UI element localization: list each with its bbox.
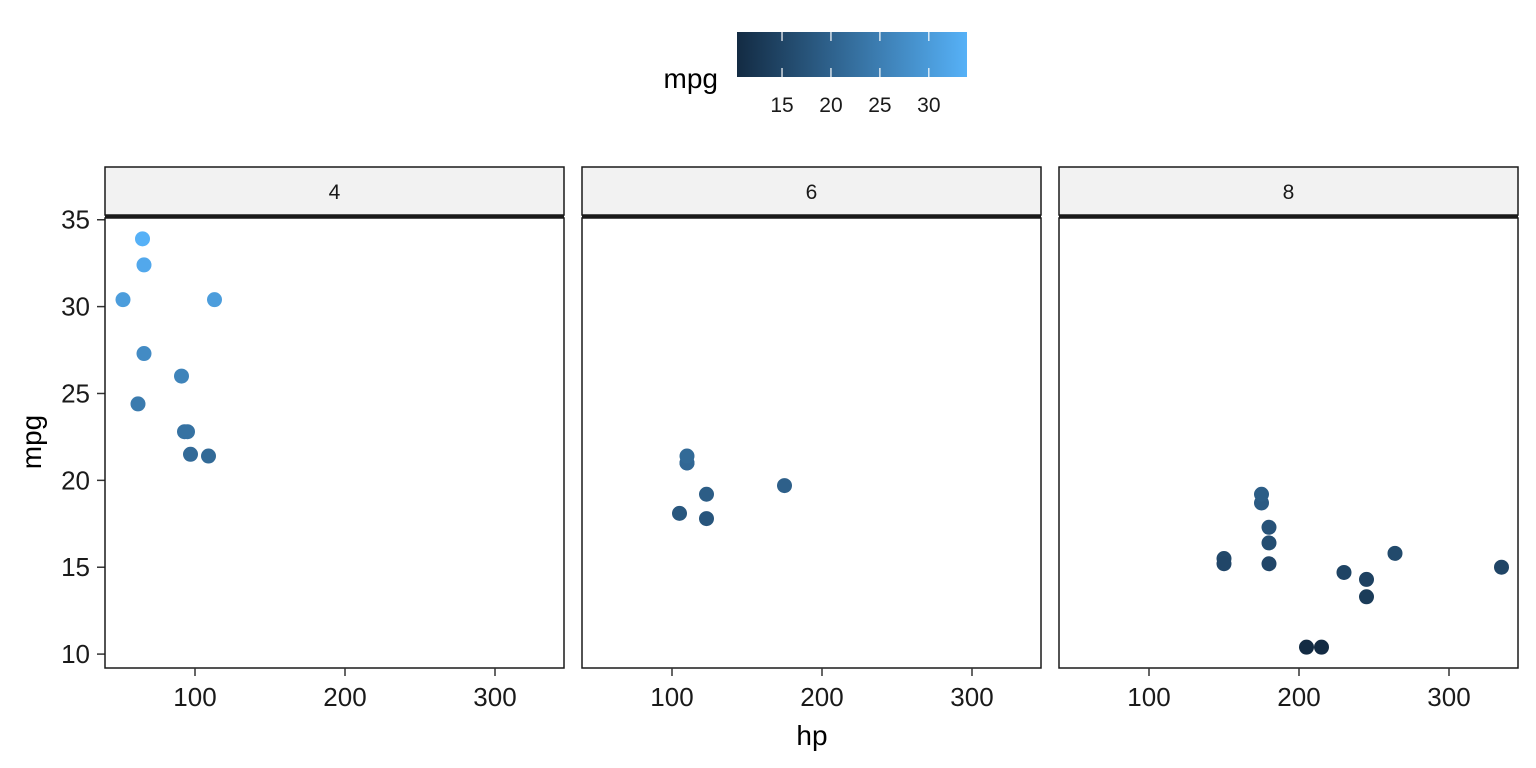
x-tick-label: 100	[650, 682, 693, 712]
facet-panel-8: 8 100 200 300	[1058, 166, 1519, 712]
y-tick-label: 35	[61, 205, 90, 235]
x-tick-label: 200	[323, 682, 366, 712]
data-point	[201, 448, 216, 464]
data-point	[1261, 519, 1277, 535]
legend-ticks: 15 20 25 30	[770, 32, 941, 117]
data-point	[135, 231, 150, 247]
data-point	[1299, 639, 1314, 655]
facet-panel-4: 4 100 200 300	[104, 166, 565, 712]
panel-border	[104, 217, 565, 669]
data-point	[777, 478, 792, 494]
data-point	[207, 292, 222, 308]
data-point	[115, 292, 131, 308]
data-point	[1314, 639, 1329, 655]
y-tick-label: 10	[61, 639, 90, 669]
x-axis-title: hp	[796, 720, 827, 751]
x-tick-label: 300	[1427, 682, 1470, 712]
data-point	[1336, 564, 1352, 580]
data-point	[1254, 486, 1269, 502]
facet-panels: 4 100 200 300 6 100 200 300 8 100 200 300	[104, 166, 1519, 712]
data-point	[180, 424, 195, 440]
data-point	[1216, 556, 1232, 572]
x-tick-label: 200	[1277, 682, 1320, 712]
panel-border	[581, 217, 1042, 669]
data-point	[136, 257, 152, 273]
y-tick-label: 15	[61, 552, 90, 582]
legend-title: mpg	[664, 63, 718, 94]
data-point	[1261, 556, 1277, 572]
x-tick-label: 200	[800, 682, 843, 712]
legend-tick-label: 30	[917, 94, 940, 117]
facet-strip-label: 6	[806, 181, 818, 204]
color-legend: mpg 15 20 25 30	[664, 32, 967, 117]
y-tick-label: 20	[61, 465, 90, 495]
facet-strip	[104, 166, 565, 216]
legend-tick-label: 25	[868, 94, 891, 117]
data-point	[699, 511, 714, 527]
data-point	[136, 346, 152, 362]
data-point	[1359, 571, 1374, 587]
data-point	[672, 505, 687, 521]
facet-strip-label: 8	[1283, 181, 1295, 204]
y-tick-label: 25	[61, 378, 90, 408]
x-tick-label: 300	[473, 682, 516, 712]
y-axis: 10 15 20 25 30 35	[61, 205, 105, 669]
facet-panel-6: 6 100 200 300	[581, 166, 1042, 712]
data-point	[1387, 545, 1403, 561]
x-tick-label: 300	[950, 682, 993, 712]
data-point	[679, 448, 695, 464]
legend-tick-label: 15	[770, 94, 793, 117]
y-tick-label: 30	[61, 292, 90, 322]
x-tick-label: 100	[1127, 682, 1170, 712]
y-axis-title: mpg	[16, 415, 47, 469]
data-point	[130, 396, 146, 412]
x-tick-label: 100	[173, 682, 216, 712]
facet-strip	[1058, 166, 1519, 216]
data-point	[699, 486, 714, 502]
data-point	[1494, 559, 1509, 575]
facet-strip-label: 4	[329, 181, 341, 204]
legend-colorbar	[737, 32, 967, 77]
panel-border	[1058, 217, 1519, 669]
data-point	[183, 446, 198, 462]
legend-tick-label: 20	[819, 94, 842, 117]
data-point	[174, 368, 189, 384]
facet-strip	[581, 166, 1042, 216]
data-point	[1261, 535, 1277, 551]
data-point	[1359, 589, 1374, 605]
